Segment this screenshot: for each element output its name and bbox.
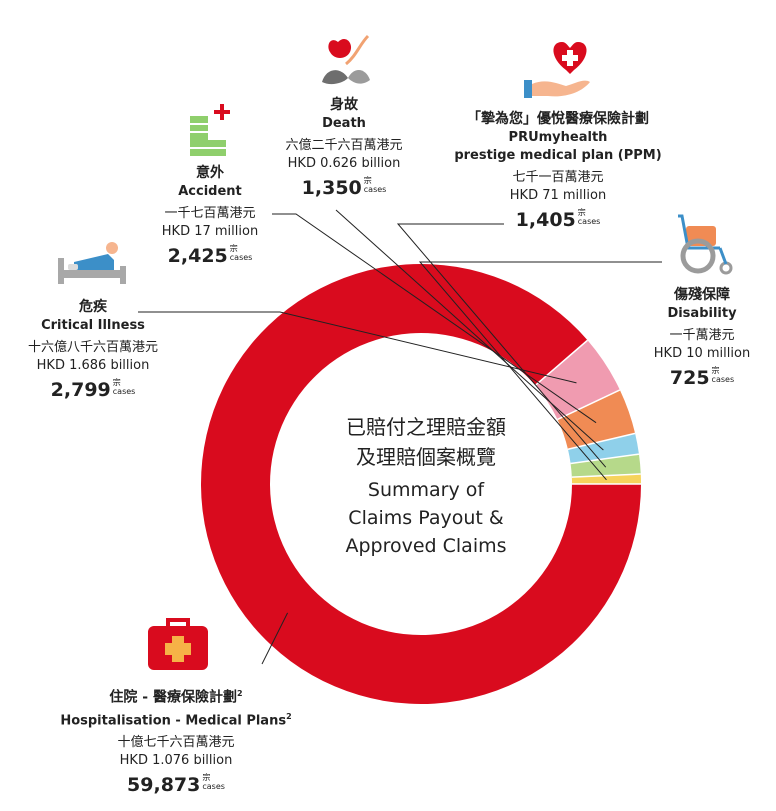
accident-zh: 意外 <box>196 165 224 181</box>
slice-separator <box>570 453 640 465</box>
accident-cases-unit-zh: 宗 <box>229 244 238 253</box>
hospitalisation-cases: 59,873 <box>127 773 201 796</box>
hospitalisation-amount-zh: 十億七千六百萬港元 <box>117 734 235 750</box>
ppm-cases: 1,405 <box>515 209 576 231</box>
slice-separator <box>571 473 641 478</box>
critical-cases: 2,799 <box>50 379 111 401</box>
leader-hospitalisation <box>261 612 289 665</box>
title-en-line1: Summary of <box>367 479 485 501</box>
disability-zh: 傷殘保障 <box>674 287 730 303</box>
death-en: Death <box>322 116 366 131</box>
ppm-cases-unit-zh: 宗 <box>577 208 586 217</box>
hospitalisation-en-footnote: 2 <box>286 711 292 721</box>
hospitalisation-zh: 住院 - 醫療保險計劃 <box>109 689 237 706</box>
title-en-line3: Approved Claims <box>345 535 507 557</box>
chart-title: 已賠付之理賠金額 及理賠個案概覽 Summary of Claims Payou… <box>318 412 534 560</box>
heart-hand-icon <box>524 42 590 98</box>
critical-cases-unit-zh: 宗 <box>112 378 121 387</box>
critical-en: Critical Illness <box>41 318 145 333</box>
slice-hospitalisation <box>200 263 641 704</box>
disability-amount-zh: 一千萬港元 <box>669 328 735 343</box>
label-disability: 傷殘保障 Disability 一千萬港元 HKD 10 million 725… <box>636 286 768 389</box>
slice-separator <box>534 339 589 386</box>
label-accident: 意外 Accident 一千七百萬港元 HKD 17 million 2,425… <box>140 164 280 267</box>
medical-kit-icon <box>148 618 208 670</box>
accident-amount-zh: 一千七百萬港元 <box>164 206 256 221</box>
death-zh: 身故 <box>330 97 358 113</box>
leader-disability <box>418 261 662 481</box>
accident-cases: 2,425 <box>167 245 228 267</box>
disability-cases-unit-en: cases <box>711 375 735 384</box>
leader-ppm <box>396 223 607 468</box>
accident-en: Accident <box>178 184 242 199</box>
label-death: 身故 Death 六億二千六百萬港元 HKD 0.626 billion 1,3… <box>272 96 416 199</box>
ppm-cases-unit-en: cases <box>577 217 601 226</box>
leader-critical <box>138 311 577 384</box>
label-ppm: 「摯為您」優悅醫療保險計劃 PRUmyhealth prestige medic… <box>440 110 676 231</box>
hospitalisation-cases-unit-zh: 宗 <box>202 772 211 782</box>
disability-cases-unit-zh: 宗 <box>711 366 720 375</box>
title-en-line2: Claims Payout & <box>348 507 504 529</box>
hospital-bed-icon <box>58 242 126 284</box>
label-critical-illness: 危疾 Critical Illness 十六億八千六百萬港元 HKD 1.686… <box>8 298 178 401</box>
death-cases: 1,350 <box>301 177 362 199</box>
ppm-amount-en: HKD 71 million <box>509 188 607 203</box>
ppm-zh: 「摯為您」優悅醫療保險計劃 <box>467 111 649 127</box>
hospitalisation-zh-footnote: 2 <box>236 689 243 698</box>
accident-cases-unit-en: cases <box>229 253 253 262</box>
disability-cases: 725 <box>669 367 710 389</box>
cast-icon <box>190 104 230 156</box>
disability-amount-en: HKD 10 million <box>653 346 751 361</box>
slice-ppm <box>570 454 641 478</box>
leader-death <box>335 209 604 451</box>
slice-accident <box>557 389 636 450</box>
disability-en: Disability <box>667 306 737 321</box>
hospitalisation-amount-en: HKD 1.076 billion <box>119 752 233 768</box>
ppm-en-line2: prestige medical plan (PPM) <box>454 148 662 163</box>
slice-separator <box>557 389 621 421</box>
critical-amount-zh: 十六億八千六百萬港元 <box>27 340 158 355</box>
label-hospitalisation: 住院 - 醫療保險計劃2 Hospitalisation - Medical P… <box>36 684 316 796</box>
critical-cases-unit-en: cases <box>112 387 136 396</box>
ppm-en-line1: PRUmyhealth <box>508 130 608 145</box>
ppm-amount-zh: 七千一百萬港元 <box>512 170 604 185</box>
critical-zh: 危疾 <box>79 299 107 315</box>
death-cases-unit-en: cases <box>363 185 387 194</box>
donut-ring <box>200 263 641 704</box>
title-zh-line1: 已賠付之理賠金額 <box>346 415 506 439</box>
slice-separator <box>567 432 636 450</box>
accident-amount-en: HKD 17 million <box>161 224 259 239</box>
death-amount-zh: 六億二千六百萬港元 <box>285 138 403 153</box>
leader-lines <box>138 209 662 665</box>
hospitalisation-cases-unit-en: cases <box>202 781 225 791</box>
critical-amount-en: HKD 1.686 billion <box>36 358 150 373</box>
hospitalisation-en: Hospitalisation - Medical Plans <box>60 712 287 728</box>
wheelchair-icon <box>678 214 733 275</box>
death-amount-en: HKD 0.626 billion <box>287 156 401 171</box>
death-cases-unit-zh: 宗 <box>363 176 372 185</box>
title-zh-line2: 及理賠個案概覽 <box>356 445 496 469</box>
tulip-icon <box>322 34 370 85</box>
